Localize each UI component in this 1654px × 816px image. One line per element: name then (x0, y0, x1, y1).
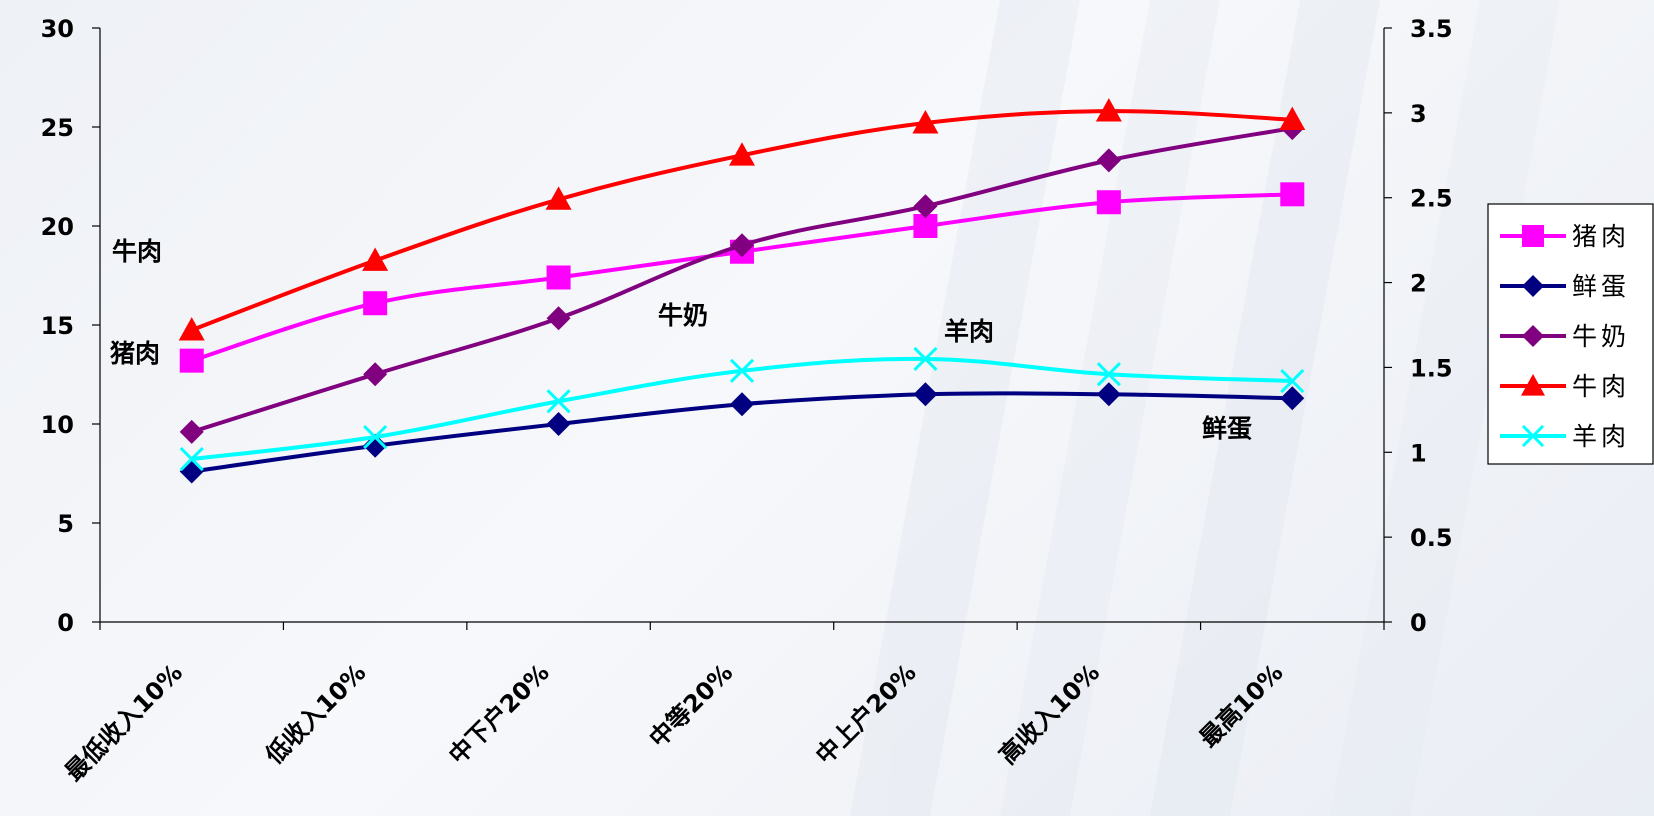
data-point-diamond (913, 382, 938, 407)
legend-label: 牛肉 (1572, 372, 1630, 401)
right-tick-label: 2 (1410, 270, 1427, 298)
legend-label: 猪肉 (1572, 222, 1630, 251)
data-point-square (1096, 190, 1121, 215)
data-point-diamond (730, 233, 754, 258)
right-tick-label: 1.5 (1410, 354, 1453, 382)
data-point-x (179, 447, 204, 472)
data-point-triangle (729, 142, 755, 166)
data-point-square (1522, 225, 1544, 247)
data-point-diamond (1096, 382, 1121, 407)
x-tick-label: 中等20% (644, 658, 738, 752)
annotation-eggs: 鲜蛋 (1202, 414, 1252, 443)
data-point-triangle (1095, 98, 1122, 122)
left-tick-label: 5 (57, 510, 74, 538)
left-tick-label: 0 (57, 609, 74, 637)
data-point-square (179, 348, 204, 373)
right-tick-label: 2.5 (1410, 185, 1453, 213)
left-tick-label: 10 (41, 411, 74, 439)
data-point-diamond (1522, 325, 1544, 347)
left-tick-label: 15 (41, 312, 74, 340)
data-point-triangle (362, 247, 389, 271)
left-tick-label: 25 (41, 114, 74, 142)
data-point-diamond (546, 412, 571, 436)
data-point-x (913, 346, 938, 372)
data-point-triangle (178, 317, 205, 341)
data-point-diamond (179, 419, 204, 444)
right-tick-label: 3.5 (1410, 15, 1453, 43)
data-point-diamond (1522, 275, 1544, 297)
data-point-diamond (546, 306, 571, 331)
annotation-milk: 牛奶 (658, 301, 708, 330)
legend-label: 鲜蛋 (1572, 272, 1630, 301)
x-tick-label: 低收入10% (259, 658, 371, 770)
annotation-pork: 猪肉 (110, 339, 160, 368)
left-tick-label: 20 (41, 213, 74, 241)
legend-label: 羊肉 (1572, 422, 1630, 451)
data-point-square (1280, 182, 1305, 207)
data-point-triangle (1279, 106, 1306, 131)
right-tick-label: 3 (1410, 100, 1427, 128)
data-point-x (363, 424, 388, 450)
data-point-square (546, 265, 571, 290)
left-tick-label: 30 (41, 15, 74, 43)
right-tick-label: 1 (1410, 439, 1427, 467)
data-point-diamond (913, 194, 938, 219)
annotation-mutton: 羊肉 (944, 317, 994, 346)
data-point-triangle (545, 186, 572, 210)
right-tick-label: 0 (1410, 609, 1427, 637)
series-3 (178, 98, 1306, 341)
data-point-diamond (363, 362, 388, 387)
data-point-diamond (1280, 386, 1305, 411)
data-point-square (363, 291, 388, 316)
data-point-x (1096, 362, 1121, 387)
x-tick-label: 中下户20% (443, 658, 554, 769)
data-point-x (729, 358, 755, 383)
data-point-triangle (912, 110, 939, 134)
data-point-triangle (1521, 374, 1545, 396)
right-tick-label: 0.5 (1410, 524, 1453, 552)
x-tick-label: 最低收入10% (60, 658, 188, 786)
data-point-x (546, 389, 571, 414)
legend-label: 牛奶 (1572, 322, 1630, 351)
series-4 (179, 346, 1305, 472)
data-point-diamond (1096, 148, 1121, 173)
data-point-diamond (730, 392, 754, 417)
data-point-x (1280, 368, 1305, 394)
data-point-diamond (179, 459, 204, 484)
background-decoration (850, 0, 1560, 816)
data-point-x (1521, 424, 1545, 448)
annotation-beef: 牛肉 (112, 237, 162, 266)
